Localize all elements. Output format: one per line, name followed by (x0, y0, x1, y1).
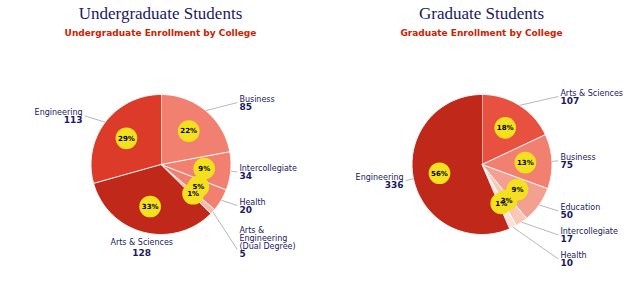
svg-text:336: 336 (385, 180, 404, 190)
svg-text:107: 107 (560, 96, 579, 106)
svg-text:29%: 29% (118, 135, 135, 143)
svg-text:Business: Business (239, 94, 275, 104)
svg-text:75: 75 (560, 160, 573, 170)
svg-text:Education: Education (560, 203, 601, 212)
svg-text:Intercollegiate: Intercollegiate (560, 227, 618, 236)
svg-text:17: 17 (560, 234, 573, 244)
svg-text:Health: Health (560, 251, 587, 260)
html-text:Graduate Students: Graduate Students (418, 4, 544, 23)
svg-text:Arts & Sciences: Arts & Sciences (560, 88, 623, 98)
svg-text:9%: 9% (511, 186, 523, 194)
svg-text:22%: 22% (180, 127, 197, 135)
svg-text:Arts &Engineering(Dual Degree): Arts &Engineering(Dual Degree) (239, 226, 295, 251)
svg-text:1%: 1% (187, 190, 199, 198)
svg-text:Engineering: Engineering (355, 172, 404, 182)
svg-text:Business: Business (560, 152, 596, 162)
html-text:Undergraduate Students: Undergraduate Students (78, 4, 243, 23)
svg-text:128: 128 (132, 248, 151, 258)
svg-text:Engineering: Engineering (34, 107, 83, 117)
svg-text:34: 34 (239, 171, 252, 181)
svg-text:33%: 33% (142, 203, 159, 211)
svg-text:85: 85 (239, 102, 252, 112)
svg-text:5: 5 (239, 249, 245, 259)
svg-text:Health: Health (239, 197, 266, 207)
svg-text:50: 50 (560, 210, 573, 220)
svg-text:1%: 1% (495, 200, 507, 208)
svg-text:Intercollegiate: Intercollegiate (239, 164, 297, 173)
svg-text:113: 113 (64, 115, 83, 125)
svg-text:10: 10 (560, 258, 573, 268)
svg-text:9%: 9% (198, 165, 210, 173)
svg-text:5%: 5% (192, 182, 205, 191)
svg-text:Arts & Sciences: Arts & Sciences (110, 238, 173, 247)
html-text:Graduate Enrollment by College: Graduate Enrollment by College (400, 28, 563, 38)
svg-text:20: 20 (239, 205, 252, 215)
svg-text:18%: 18% (497, 124, 514, 132)
html-text:Undergraduate Enrollment by Co: Undergraduate Enrollment by College (64, 28, 257, 38)
svg-text:56%: 56% (431, 170, 448, 178)
svg-text:13%: 13% (517, 159, 534, 167)
